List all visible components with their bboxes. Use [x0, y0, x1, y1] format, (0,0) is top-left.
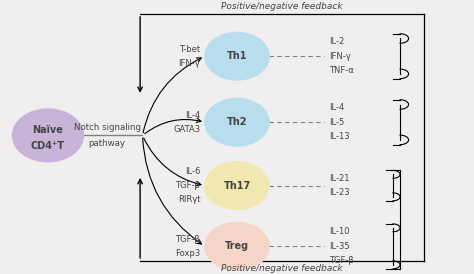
- Text: TGF-β: TGF-β: [175, 181, 200, 190]
- Text: GATA3: GATA3: [173, 125, 200, 134]
- Text: IL-2: IL-2: [329, 37, 345, 46]
- Text: Th17: Th17: [223, 181, 251, 191]
- Ellipse shape: [205, 32, 269, 80]
- Text: Treg: Treg: [225, 241, 249, 251]
- Text: TGF-β: TGF-β: [329, 256, 354, 265]
- Text: IFN-γ: IFN-γ: [178, 59, 200, 68]
- Text: Th1: Th1: [227, 51, 247, 61]
- Text: IL-10: IL-10: [329, 227, 350, 236]
- Ellipse shape: [205, 222, 269, 270]
- Text: pathway: pathway: [89, 139, 126, 148]
- Text: Notch signaling: Notch signaling: [73, 123, 140, 132]
- Text: IL-21: IL-21: [329, 174, 350, 183]
- Text: RIRγt: RIRγt: [178, 195, 200, 204]
- Text: IL-4: IL-4: [185, 111, 200, 120]
- Text: IL-23: IL-23: [329, 188, 350, 197]
- Text: TGF-β: TGF-β: [175, 235, 200, 244]
- Text: Foxp3: Foxp3: [175, 249, 200, 258]
- Text: IL-4: IL-4: [329, 103, 345, 112]
- Text: Positive/negative feedback: Positive/negative feedback: [221, 264, 343, 273]
- Text: TNF-α: TNF-α: [329, 66, 354, 75]
- Text: IFN-γ: IFN-γ: [329, 52, 351, 61]
- Text: IL-35: IL-35: [329, 242, 350, 251]
- Ellipse shape: [205, 162, 269, 209]
- Text: IL-13: IL-13: [329, 132, 350, 141]
- Text: Th2: Th2: [227, 117, 247, 127]
- Text: Naïve: Naïve: [33, 125, 64, 135]
- Text: T-bet: T-bet: [179, 45, 200, 54]
- Text: IL-6: IL-6: [185, 167, 200, 176]
- Text: Positive/negative feedback: Positive/negative feedback: [221, 2, 343, 11]
- Text: IL-5: IL-5: [329, 118, 345, 127]
- Ellipse shape: [205, 98, 269, 146]
- Text: CD4⁺T: CD4⁺T: [31, 141, 65, 151]
- Ellipse shape: [12, 109, 83, 162]
